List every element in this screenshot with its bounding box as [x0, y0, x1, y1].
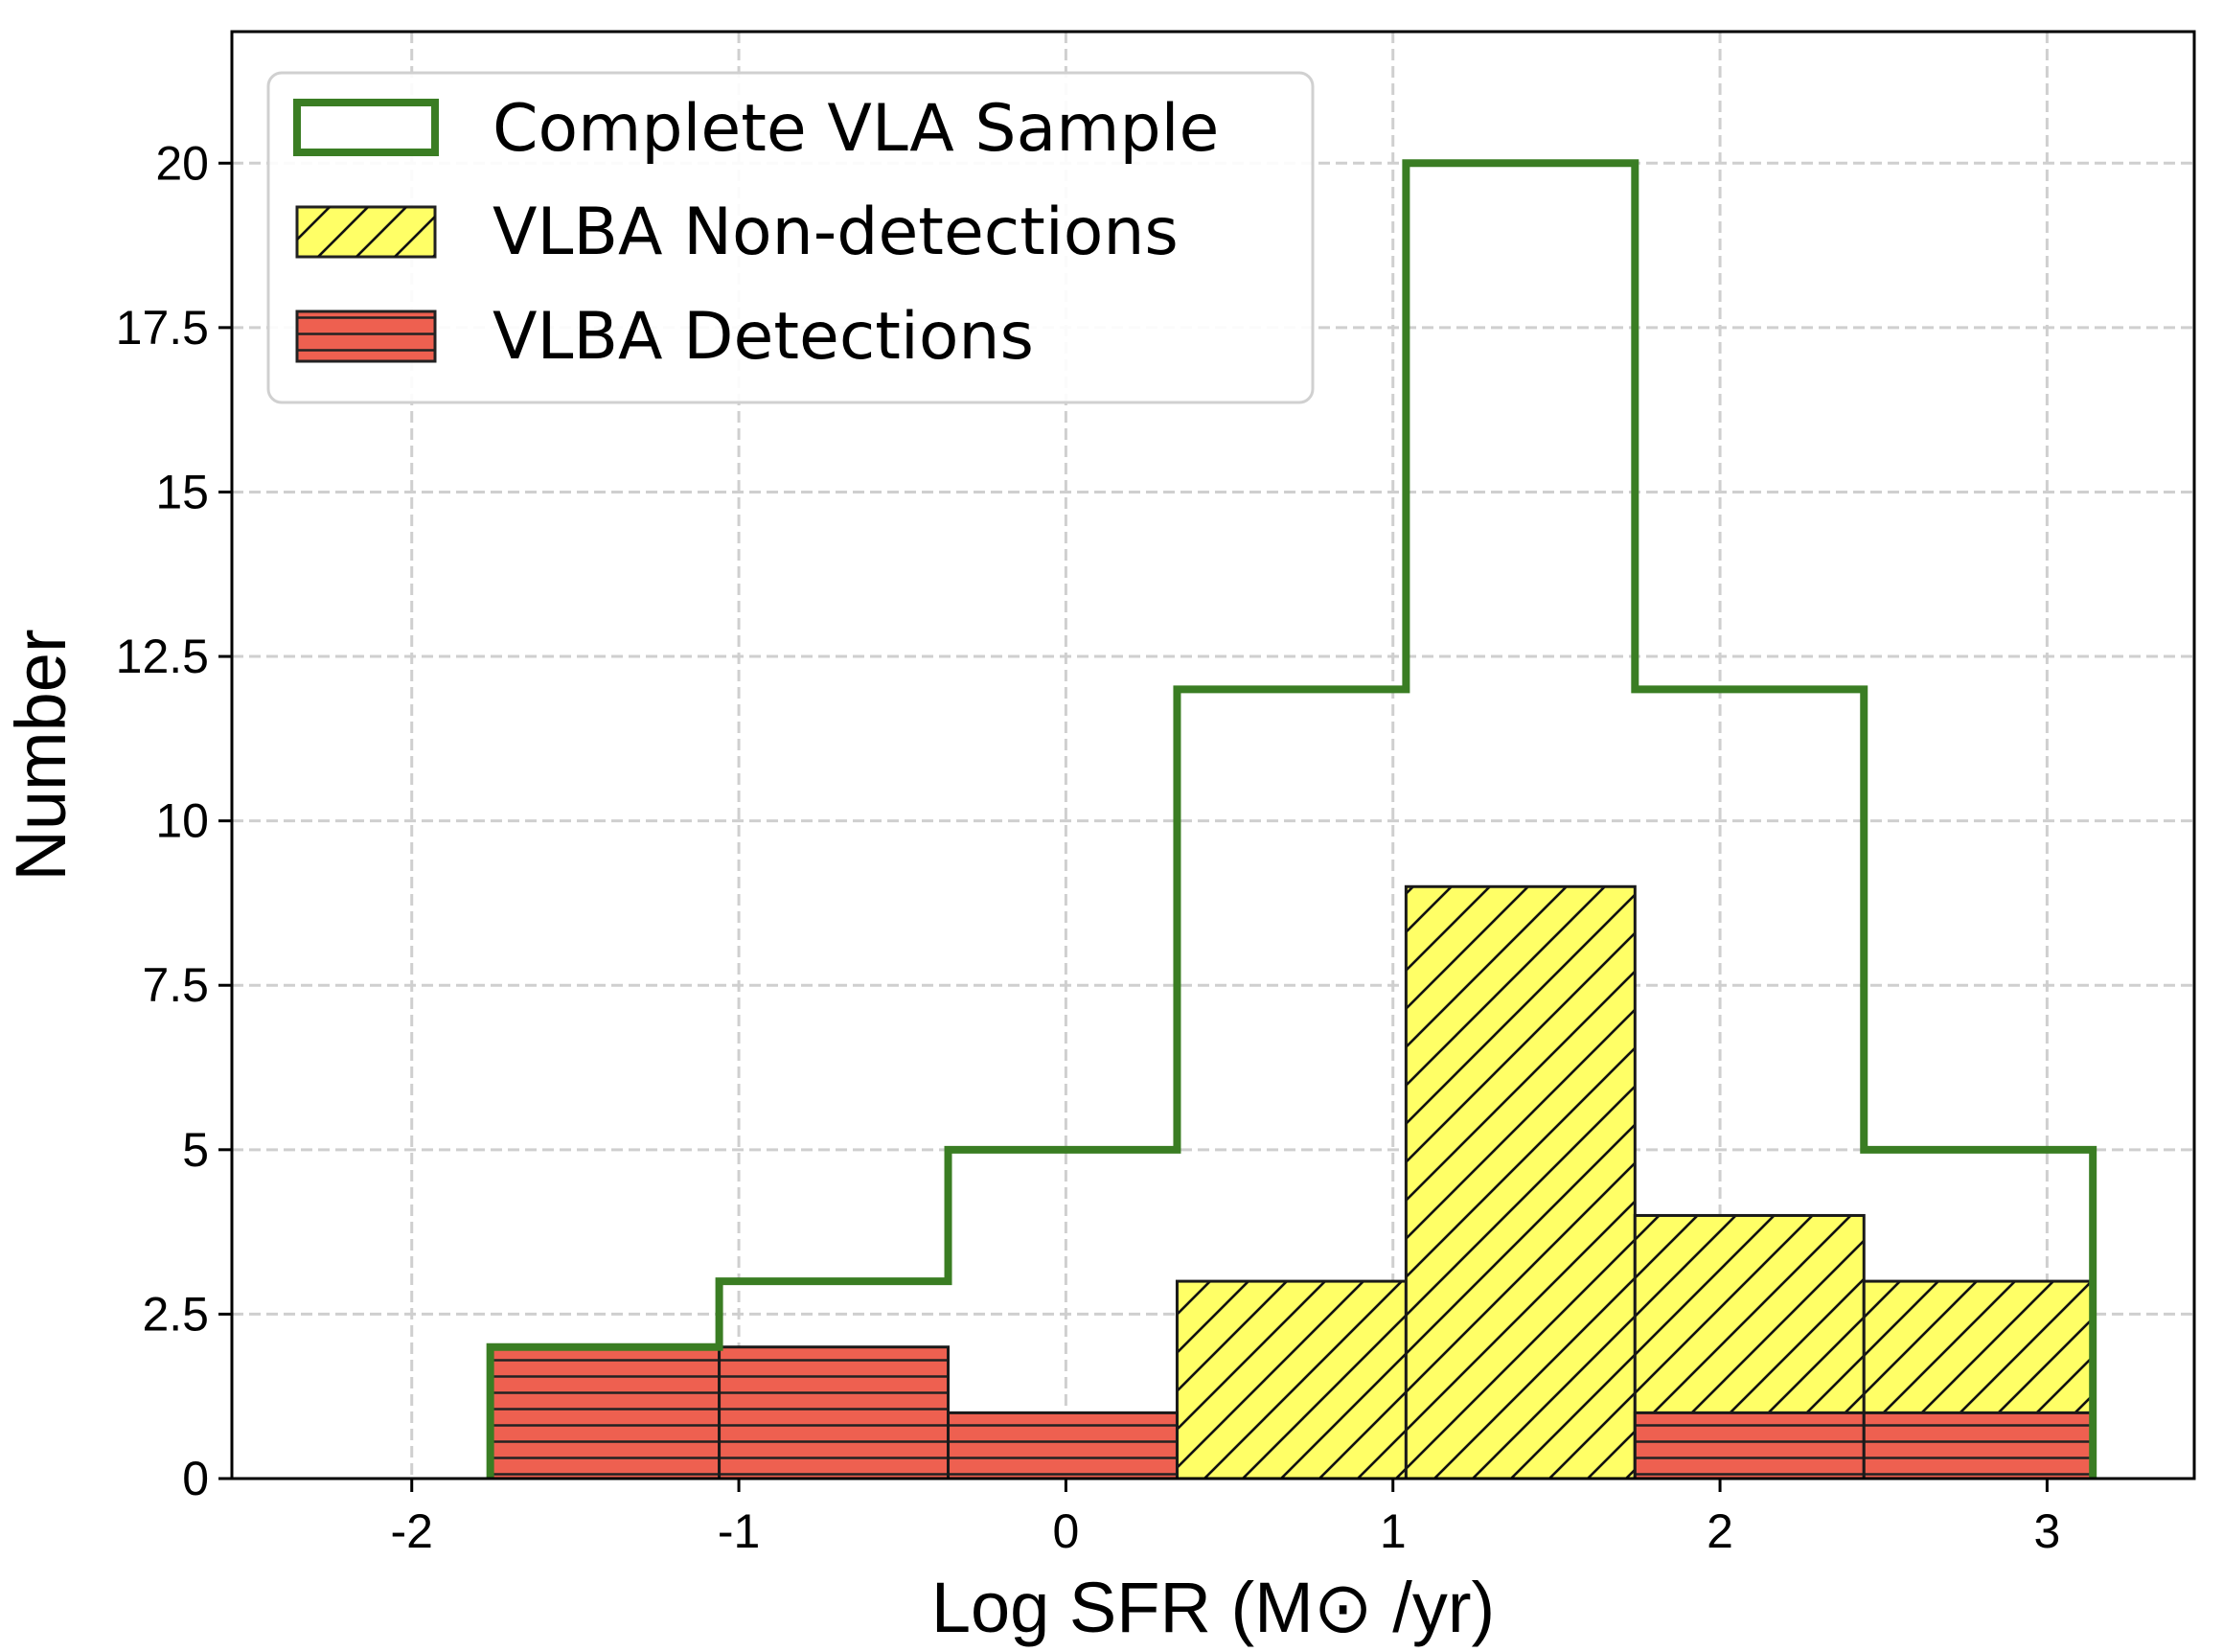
detection-bar-hatch	[718, 1345, 951, 1480]
legend-label-detections: VLBA Detections	[493, 299, 1034, 375]
detection-bar-hatch	[947, 1411, 1179, 1480]
detection-bar	[947, 1411, 1179, 1480]
legend: Complete VLA Sample VLBA Non-detections …	[266, 71, 1315, 404]
x-tick-label: -2	[390, 1504, 432, 1558]
x-tick-label: 3	[2033, 1504, 2060, 1558]
nondetection-bar-hatch	[1175, 1279, 1408, 1480]
y-tick-label: 17.5	[116, 301, 209, 355]
y-axis-label: Number	[1, 629, 80, 881]
y-tick-label: 2.5	[142, 1287, 209, 1341]
y-tick-label: 10	[155, 794, 209, 848]
y-tick-label: 0	[182, 1452, 209, 1505]
x-tick-label: -1	[718, 1504, 760, 1558]
y-tick-label: 7.5	[142, 958, 209, 1012]
detection-bar-hatch	[489, 1345, 722, 1480]
legend-swatch-nondetections-hatch	[297, 207, 435, 257]
detection-bar	[1862, 1411, 2095, 1480]
vla-step-outline	[486, 159, 2097, 1479]
legend-swatch-detections-hatch	[297, 311, 435, 361]
legend-box	[266, 71, 1315, 404]
y-tick-label: 12.5	[116, 630, 209, 683]
plot-frame	[230, 30, 2196, 1480]
nondetection-bar	[1175, 1279, 1408, 1480]
y-tick-label: 5	[182, 1123, 209, 1177]
legend-swatch-vla	[293, 99, 439, 156]
y-tick-label: 20	[155, 136, 209, 190]
axis-ticks: -2 -1 0 1 2 3 0 2.5 5 7.5 10 12.5 15 17.5 20	[116, 136, 2061, 1558]
legend-label-nondetections: VLBA Non-detections	[493, 195, 1179, 270]
detection-bar	[1633, 1411, 1866, 1480]
y-tick-label: 15	[155, 465, 209, 518]
legend-label-vla: Complete VLA Sample	[493, 91, 1219, 167]
nondetection-bar	[1404, 884, 1637, 1480]
x-axis-label: Log SFR (M⊙ /yr)	[931, 1568, 1495, 1647]
x-tick-label: 1	[1380, 1504, 1407, 1558]
detection-bar-hatch	[1633, 1411, 1866, 1480]
detection-bar	[489, 1345, 722, 1480]
vla-step-line	[486, 159, 2097, 1479]
detection-bar-hatch	[1862, 1411, 2095, 1480]
x-tick-label: 0	[1052, 1504, 1079, 1558]
x-tick-label: 2	[1707, 1504, 1733, 1558]
detection-bar	[718, 1345, 951, 1480]
histogram-bars	[489, 884, 2095, 1480]
nondetection-bar-hatch	[1404, 884, 1637, 1480]
